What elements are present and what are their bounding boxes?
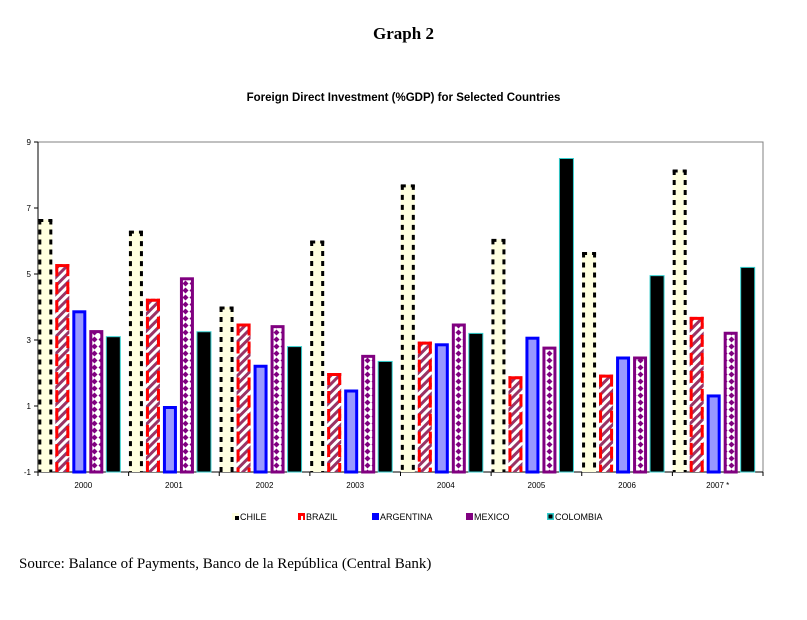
bar-chile [38, 219, 53, 472]
legend-label: COLOMBIA [555, 512, 603, 522]
y-tick-label: 3 [27, 336, 32, 345]
y-tick-label: 5 [27, 270, 32, 279]
x-tick-label: 2001 [165, 481, 183, 490]
bar-colombia [649, 275, 665, 473]
x-tick-label: 2000 [74, 481, 92, 490]
bar-fill [327, 373, 342, 472]
bar-chile [310, 240, 325, 472]
bar-argentina [525, 336, 540, 474]
bar-mexico [633, 356, 648, 474]
bar-chile [400, 184, 415, 472]
bar-mexico [542, 346, 557, 474]
bar-fill [491, 239, 506, 472]
bar-brazil [417, 341, 432, 472]
bar-mexico [451, 323, 466, 474]
bar-argentina [162, 406, 177, 474]
bar-argentina [434, 343, 449, 474]
y-tick-label: 1 [27, 402, 32, 411]
bar-chile [491, 238, 506, 472]
bar-fill [599, 374, 614, 472]
legend-label: ARGENTINA [380, 512, 433, 522]
bar-colombia [287, 346, 303, 473]
bar-brazil [508, 376, 523, 472]
x-tick-label: 2006 [618, 481, 636, 490]
bar-chile [128, 230, 143, 472]
bar-colombia [558, 158, 574, 473]
bar-fill [145, 298, 160, 472]
bar-argentina [344, 389, 359, 474]
bar-argentina [253, 364, 268, 474]
bar-fill [55, 264, 70, 472]
bar-brazil [689, 316, 704, 472]
bar-colombia [740, 266, 756, 473]
y-tick-label: -1 [24, 468, 32, 477]
bar-fill [400, 184, 415, 472]
bar-fill [128, 231, 143, 472]
y-tick-label: 9 [27, 138, 32, 147]
bar-argentina [72, 310, 87, 474]
legend-swatch-mark [301, 516, 303, 520]
bar-colombia [105, 336, 121, 473]
x-tick-label: 2007 * [706, 481, 729, 490]
legend-swatch-mark [235, 516, 239, 520]
bar-argentina [616, 356, 631, 474]
x-tick-label: 2005 [528, 481, 546, 490]
legend-label: MEXICO [474, 512, 510, 522]
bar-colombia [377, 360, 393, 473]
bar-chile [219, 306, 234, 472]
bar-mexico [723, 331, 738, 474]
legend-swatch [466, 513, 473, 520]
legend-item-argentina: ARGENTINA [372, 512, 433, 522]
bar-fill [672, 170, 687, 473]
bar-fill [38, 219, 53, 472]
bar-colombia [196, 331, 212, 473]
x-tick-label: 2002 [256, 481, 274, 490]
source-note: Source: Balance of Payments, Banco de la… [19, 556, 432, 572]
bar-fill [508, 376, 523, 472]
graph-label: Graph 2 [373, 24, 434, 43]
bar-argentina [706, 394, 721, 474]
bar-mexico [89, 330, 104, 474]
bar-chile [582, 252, 597, 472]
bar-mexico [179, 277, 194, 474]
bar-brazil [236, 323, 251, 472]
legend-swatch [372, 513, 379, 520]
legend-item-chile: CHILE [232, 512, 267, 522]
legend-swatch-mark [548, 514, 553, 519]
bar-fill [310, 241, 325, 472]
chart-title: Foreign Direct Investment (%GDP) for Sel… [246, 92, 561, 104]
legend-item-colombia: COLOMBIA [547, 512, 603, 522]
x-tick-label: 2004 [437, 481, 455, 490]
legend-label: CHILE [240, 512, 267, 522]
bar-fill [417, 341, 432, 472]
legend-item-brazil: BRAZIL [298, 512, 338, 522]
legend-item-mexico: MEXICO [466, 512, 510, 522]
y-tick-label: 7 [27, 204, 32, 213]
bar-brazil [599, 374, 614, 472]
bar-fill [236, 323, 251, 472]
bar-fill [582, 252, 597, 472]
bar-fill [689, 316, 704, 472]
bar-brazil [55, 264, 70, 472]
bar-mexico [361, 354, 376, 474]
bar-chile [672, 169, 687, 473]
bar-brazil [327, 373, 342, 472]
bar-mexico [270, 325, 285, 474]
bar-fill [219, 307, 234, 472]
x-tick-label: 2003 [346, 481, 364, 490]
legend-label: BRAZIL [306, 512, 338, 522]
bar-colombia [468, 332, 484, 473]
bar-brazil [145, 298, 160, 472]
